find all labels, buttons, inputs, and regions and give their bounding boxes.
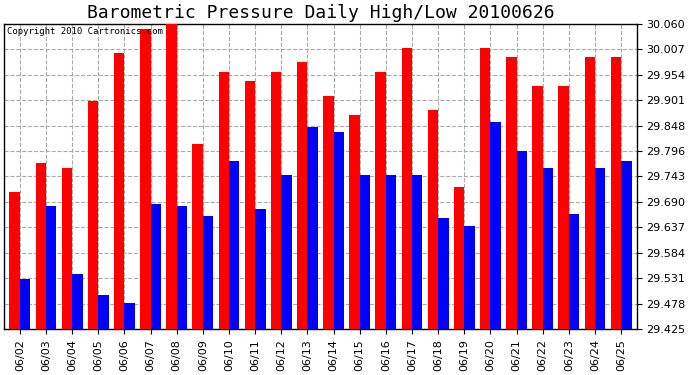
Bar [177,207,187,329]
Bar [255,209,266,329]
Bar [359,175,371,329]
Text: Copyright 2010 Cartronics.com: Copyright 2010 Cartronics.com [8,27,164,36]
Bar [584,57,595,329]
Bar [480,48,491,329]
Bar [88,100,98,329]
Bar [464,226,475,329]
Bar [10,192,20,329]
Bar [98,296,109,329]
Bar [166,24,177,329]
Bar [150,204,161,329]
Bar [36,163,46,329]
Bar [517,151,527,329]
Bar [72,274,83,329]
Bar [203,216,213,329]
Bar [308,127,318,329]
Bar [491,122,501,329]
Title: Barometric Pressure Daily High/Low 20100626: Barometric Pressure Daily High/Low 20100… [87,4,554,22]
Bar [595,168,606,329]
Bar [543,168,553,329]
Bar [621,161,631,329]
Bar [402,48,412,329]
Bar [428,110,438,329]
Bar [454,187,464,329]
Bar [558,86,569,329]
Bar [193,144,203,329]
Bar [506,57,517,329]
Bar [229,161,239,329]
Bar [375,72,386,329]
Bar [412,175,422,329]
Bar [271,72,282,329]
Bar [532,86,543,329]
Bar [124,303,135,329]
Bar [140,28,150,329]
Bar [333,132,344,329]
Bar [282,175,292,329]
Bar [20,279,30,329]
Bar [297,62,308,329]
Bar [438,219,449,329]
Bar [569,214,580,329]
Bar [61,168,72,329]
Bar [611,57,621,329]
Bar [349,115,359,329]
Bar [219,72,229,329]
Bar [323,96,333,329]
Bar [46,207,57,329]
Bar [245,81,255,329]
Bar [386,175,396,329]
Bar [114,53,124,329]
